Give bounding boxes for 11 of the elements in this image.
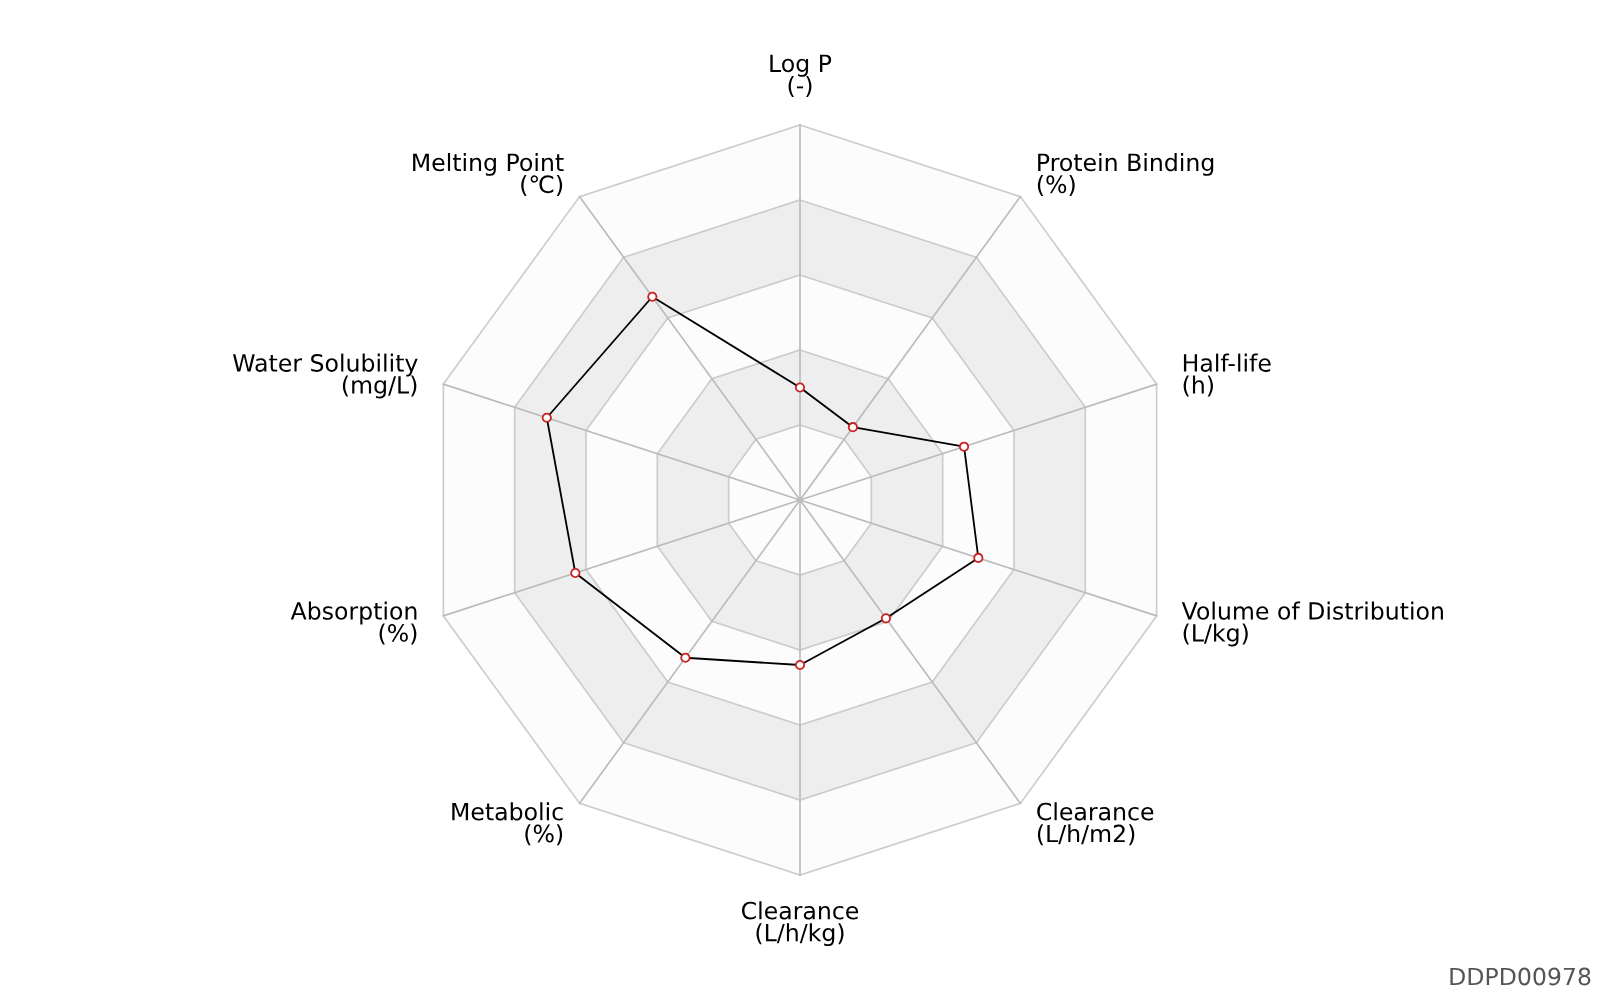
text: DDPD00978 <box>1450 967 1591 986</box>
spoke-label: Half-life (h) <box>1183 353 1271 397</box>
spoke-label: Water Solubility (mg/L) <box>233 353 418 399</box>
spoke-label: Clearance (L/h/kg) <box>741 901 859 947</box>
spoke-label: Protein Binding (%) <box>1037 152 1214 196</box>
spoke-label: Clearance (L/h/m2) <box>1037 802 1154 846</box>
spoke-label: Melting Point (℃) <box>413 152 564 196</box>
spoke-label: Metabolic (%) <box>452 802 563 846</box>
spoke-label: Volume of Distribution (L/kg) <box>1181 601 1443 647</box>
spoke-label: Log P (-) <box>770 54 832 97</box>
spoke-label: Absorption (%) <box>290 601 417 645</box>
